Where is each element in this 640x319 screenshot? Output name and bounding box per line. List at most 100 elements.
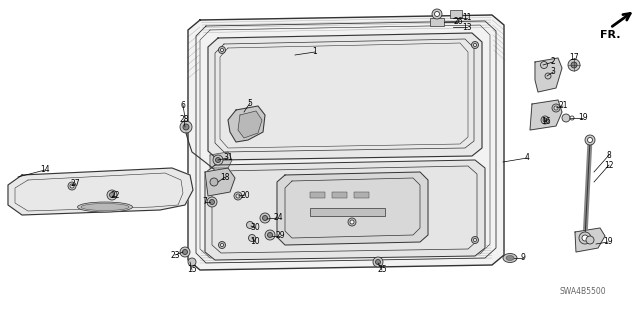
Circle shape (107, 190, 117, 200)
Text: 9: 9 (520, 254, 525, 263)
Bar (310, 192, 325, 198)
Ellipse shape (506, 256, 514, 261)
Circle shape (579, 232, 591, 244)
Circle shape (472, 41, 479, 48)
Polygon shape (208, 33, 482, 160)
Text: 17: 17 (569, 54, 579, 63)
Text: 19: 19 (578, 114, 588, 122)
Text: 18: 18 (220, 173, 230, 182)
Polygon shape (277, 172, 428, 245)
Text: 4: 4 (525, 153, 529, 162)
Bar (310, 208, 385, 216)
Bar (332, 192, 347, 198)
Text: 6: 6 (180, 100, 186, 109)
Circle shape (265, 230, 275, 240)
Circle shape (376, 259, 381, 264)
Text: 7: 7 (203, 197, 207, 206)
Circle shape (68, 182, 76, 190)
Circle shape (350, 220, 354, 224)
Circle shape (70, 184, 74, 188)
Circle shape (554, 106, 558, 110)
Ellipse shape (77, 202, 132, 212)
Circle shape (246, 221, 253, 228)
Circle shape (221, 48, 223, 51)
Polygon shape (530, 100, 562, 130)
Polygon shape (205, 160, 485, 260)
Circle shape (248, 234, 255, 241)
Text: 30: 30 (250, 224, 260, 233)
Circle shape (260, 213, 270, 223)
Polygon shape (575, 228, 605, 252)
Text: 8: 8 (607, 151, 611, 160)
Circle shape (216, 158, 221, 162)
Text: 29: 29 (275, 232, 285, 241)
Text: 2: 2 (550, 57, 556, 66)
Text: 12: 12 (604, 160, 614, 169)
Text: 23: 23 (170, 250, 180, 259)
Circle shape (541, 116, 549, 124)
Circle shape (562, 114, 570, 122)
Circle shape (213, 155, 223, 165)
Text: 25: 25 (377, 265, 387, 275)
Circle shape (109, 192, 115, 197)
Bar (354, 192, 369, 198)
Polygon shape (205, 168, 235, 196)
Bar (450, 10, 462, 18)
Circle shape (474, 43, 477, 47)
Polygon shape (8, 168, 193, 215)
Text: 27: 27 (70, 180, 80, 189)
Circle shape (180, 247, 190, 257)
Text: 19: 19 (603, 238, 613, 247)
Polygon shape (228, 106, 265, 142)
Circle shape (262, 216, 268, 220)
Text: FR.: FR. (600, 30, 621, 40)
Circle shape (183, 124, 189, 130)
Circle shape (218, 241, 225, 249)
Circle shape (218, 47, 225, 54)
Text: 26: 26 (453, 18, 463, 26)
Text: 24: 24 (273, 213, 283, 222)
Polygon shape (188, 15, 504, 270)
Polygon shape (210, 152, 232, 168)
Circle shape (571, 62, 577, 68)
Circle shape (474, 239, 477, 241)
Circle shape (188, 258, 196, 266)
Circle shape (588, 137, 593, 143)
Text: 14: 14 (40, 166, 50, 174)
Text: 15: 15 (187, 265, 197, 275)
Circle shape (180, 121, 192, 133)
Text: 28: 28 (179, 115, 189, 124)
Bar (430, 18, 444, 26)
Text: 16: 16 (541, 117, 551, 127)
Circle shape (472, 236, 479, 243)
Text: 21: 21 (558, 101, 568, 110)
Circle shape (268, 233, 273, 238)
Circle shape (209, 199, 214, 204)
Text: SWA4B5500: SWA4B5500 (560, 287, 607, 296)
Circle shape (435, 11, 440, 17)
Ellipse shape (81, 204, 129, 211)
Circle shape (543, 118, 547, 122)
Circle shape (585, 135, 595, 145)
Circle shape (236, 194, 240, 198)
Text: 10: 10 (250, 238, 260, 247)
Circle shape (541, 62, 547, 69)
Text: 3: 3 (550, 68, 556, 77)
Text: 31: 31 (223, 153, 233, 162)
Circle shape (552, 104, 560, 112)
Circle shape (373, 257, 383, 267)
Text: 1: 1 (312, 48, 317, 56)
Circle shape (210, 178, 218, 186)
Circle shape (432, 9, 442, 19)
Circle shape (570, 116, 574, 120)
Text: 20: 20 (240, 190, 250, 199)
Text: 11: 11 (462, 13, 472, 23)
Circle shape (234, 192, 242, 200)
Polygon shape (535, 58, 562, 92)
Circle shape (207, 197, 217, 207)
Circle shape (586, 236, 594, 244)
Text: 5: 5 (248, 99, 252, 108)
Circle shape (182, 249, 188, 255)
Text: 13: 13 (462, 23, 472, 32)
Circle shape (348, 218, 356, 226)
